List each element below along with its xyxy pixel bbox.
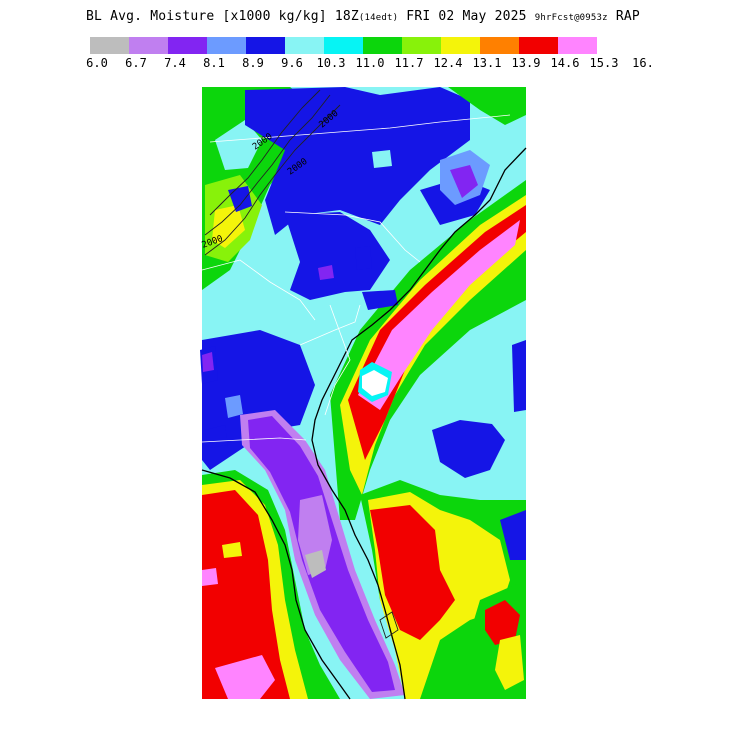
moisture-field-24 (222, 542, 242, 558)
legend-swatch-5 (285, 37, 324, 54)
map-line-5 (209, 114, 511, 143)
legend-label-1: 6.7 (125, 56, 147, 70)
legend-label-11: 13.9 (511, 56, 541, 70)
moisture-field-33 (370, 505, 455, 640)
legend-swatch-10 (480, 37, 519, 54)
legend-label-10: 13.1 (472, 56, 502, 70)
legend-label-13: 15.3 (589, 56, 619, 70)
moisture-field-12 (432, 420, 505, 478)
legend-label-0: 6.0 (86, 56, 108, 70)
moisture-field-45 (372, 150, 392, 168)
map-line-4 (299, 304, 361, 346)
legend-swatch-7 (363, 37, 402, 54)
moisture-field-43 (362, 290, 398, 310)
legend-swatch-3 (207, 37, 246, 54)
title-model: RAP (615, 9, 640, 24)
map-line-2 (201, 437, 307, 443)
legend-label-14: 16. (632, 56, 654, 70)
moisture-field-9 (450, 165, 478, 198)
color-legend (90, 37, 597, 54)
moisture-field-22 (215, 655, 275, 699)
map-line-6 (201, 259, 316, 321)
legend-swatch-0 (90, 37, 129, 54)
legend-label-6: 10.3 (316, 56, 346, 70)
legend-label-8: 11.7 (394, 56, 424, 70)
map-line-3 (284, 211, 421, 263)
moisture-field-21 (202, 490, 290, 699)
moisture-field-38 (205, 425, 228, 448)
moisture-field-39 (225, 395, 243, 418)
legend-label-3: 8.1 (203, 56, 225, 70)
legend-label-4: 8.9 (242, 56, 264, 70)
legend-swatch-9 (441, 37, 480, 54)
moisture-field-30 (362, 370, 388, 396)
map-line-1 (201, 469, 351, 700)
legend-swatch-2 (168, 37, 207, 54)
legend-label-12: 14.6 (550, 56, 580, 70)
map-line-7 (324, 304, 351, 416)
legend-swatch-1 (129, 37, 168, 54)
moisture-field-46 (475, 395, 492, 414)
legend-swatch-11 (519, 37, 558, 54)
legend-labels: 6.0 6.7 7.4 8.1 8.9 9.6 10.3 11.0 11.7 12.4 13.1 13… (0, 56, 729, 72)
title-date: FRI 02 May 2025 (406, 9, 527, 24)
moisture-field-14 (202, 330, 315, 470)
map-line-11 (379, 611, 399, 639)
legend-swatch-12 (558, 37, 597, 54)
map-line-8 (204, 104, 341, 256)
legend-label-9: 12.4 (433, 56, 463, 70)
legend-swatch-8 (402, 37, 441, 54)
moisture-field-42 (355, 246, 372, 270)
moisture-field-18 (305, 550, 326, 578)
moisture-field-28 (358, 220, 520, 410)
map-line-0 (311, 147, 527, 700)
moisture-field-3 (215, 120, 262, 170)
chart-title: BL Avg. Moisture [x1000 kg/kg] 18Z(14edt… (86, 9, 640, 24)
title-local-time: (14edt) (358, 13, 399, 23)
moisture-field-13 (512, 340, 526, 412)
moisture-field-35 (485, 600, 520, 645)
moisture-field-37 (500, 510, 526, 560)
legend-swatch-6 (324, 37, 363, 54)
moisture-field-2 (212, 205, 245, 248)
map-line-10 (209, 89, 321, 216)
moisture-field-6 (285, 212, 390, 300)
moisture-field-4 (228, 186, 252, 212)
legend-label-5: 9.6 (281, 56, 303, 70)
title-run: 9hrFcst@0953z (534, 13, 608, 23)
legend-label-2: 7.4 (164, 56, 186, 70)
moisture-field-41 (202, 352, 214, 372)
moisture-field-36 (495, 635, 524, 690)
moisture-field-44 (318, 265, 334, 280)
title-main: BL Avg. Moisture [x1000 kg/kg] 18Z (86, 9, 359, 24)
legend-swatch-4 (246, 37, 285, 54)
moisture-field-5 (245, 87, 470, 235)
legend-label-7: 11.0 (355, 56, 385, 70)
moisture-field-23 (202, 568, 218, 586)
map-line-9 (204, 94, 331, 236)
